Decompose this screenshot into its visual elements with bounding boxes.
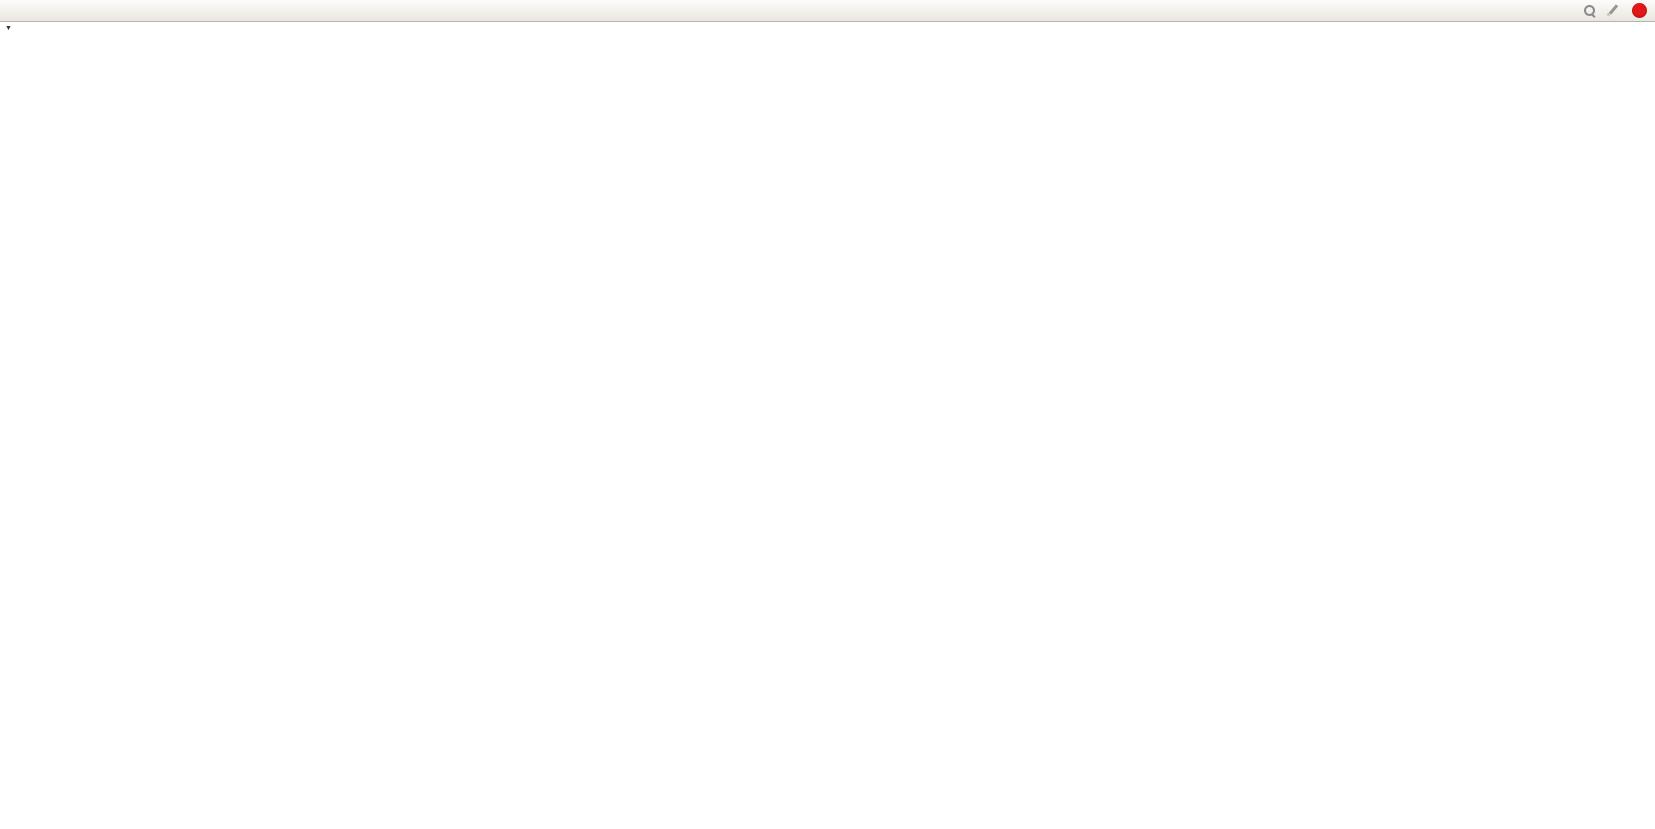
- edit-button[interactable]: [1601, 2, 1624, 20]
- edit-icon: [1606, 4, 1619, 17]
- chart-canvas[interactable]: [0, 22, 1655, 829]
- search-button[interactable]: [1578, 2, 1601, 20]
- toolbar: [0, 0, 1655, 22]
- chart-area: ▼: [0, 22, 1655, 829]
- search-icon: [1583, 4, 1596, 17]
- notification-badge[interactable]: [1632, 3, 1647, 18]
- toolbar-right: [1578, 2, 1651, 20]
- symbol-quote: ▼: [5, 25, 37, 32]
- symbol-dropdown-icon[interactable]: ▼: [5, 25, 12, 32]
